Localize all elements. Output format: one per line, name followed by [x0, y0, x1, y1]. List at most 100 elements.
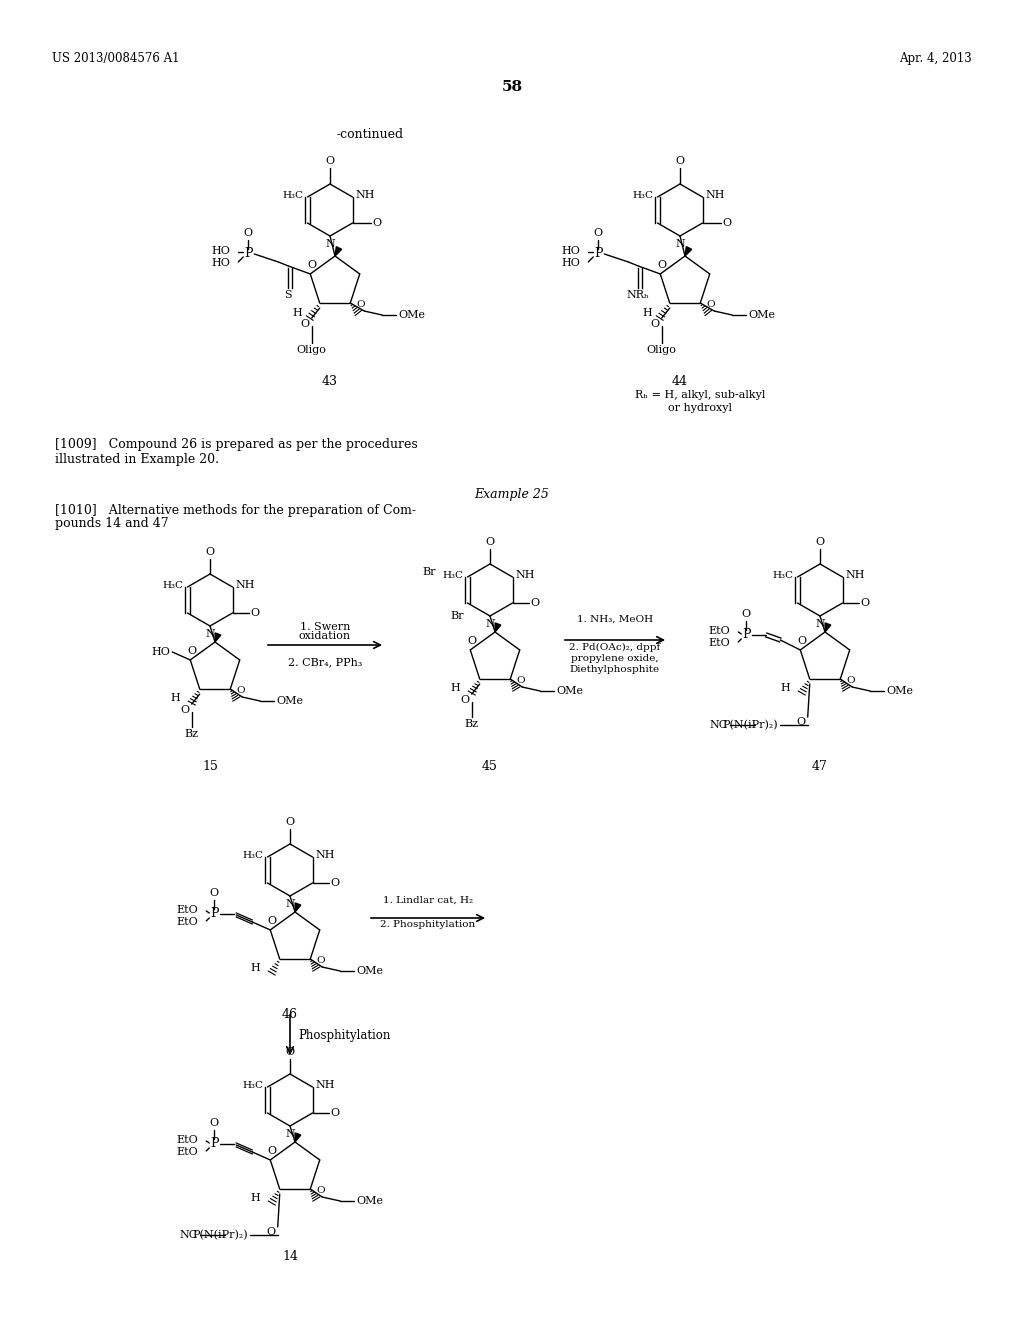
Polygon shape: [825, 623, 830, 632]
Text: O: O: [286, 1047, 295, 1057]
Text: O: O: [657, 260, 667, 271]
Text: P: P: [244, 247, 253, 260]
Text: Example 25: Example 25: [474, 488, 550, 502]
Text: O: O: [206, 546, 215, 557]
Polygon shape: [295, 903, 301, 912]
Text: O: O: [251, 609, 260, 618]
Text: OMe: OMe: [749, 310, 775, 319]
Text: EtO: EtO: [176, 917, 199, 927]
Polygon shape: [495, 623, 501, 632]
Text: OMe: OMe: [356, 966, 383, 975]
Text: O: O: [316, 956, 325, 965]
Text: or hydroxyl: or hydroxyl: [668, 403, 732, 413]
Text: O: O: [461, 696, 470, 705]
Text: P: P: [210, 907, 218, 920]
Text: OMe: OMe: [398, 310, 425, 319]
Text: NH: NH: [315, 850, 335, 861]
Text: NH: NH: [236, 579, 255, 590]
Text: 45: 45: [482, 760, 498, 774]
Text: 2. Phosphitylation: 2. Phosphitylation: [380, 920, 475, 929]
Text: O: O: [650, 319, 659, 329]
Text: O: O: [516, 676, 524, 685]
Text: O: O: [210, 888, 219, 898]
Text: propylene oxide,: propylene oxide,: [571, 653, 658, 663]
Text: HO: HO: [211, 257, 230, 268]
Text: 2. CBr₄, PPh₃: 2. CBr₄, PPh₃: [288, 657, 362, 667]
Text: 1. Swern: 1. Swern: [300, 622, 350, 632]
Text: H₃C: H₃C: [633, 190, 653, 199]
Text: Bz: Bz: [465, 719, 478, 729]
Text: oxidation: oxidation: [299, 631, 351, 642]
Text: O: O: [485, 537, 495, 546]
Text: O: O: [286, 817, 295, 828]
Text: N: N: [285, 899, 295, 909]
Text: EtO: EtO: [709, 626, 730, 636]
Text: O: O: [331, 1107, 340, 1118]
Text: NC: NC: [179, 1230, 198, 1239]
Text: O: O: [815, 537, 824, 546]
Text: Phosphitylation: Phosphitylation: [298, 1028, 390, 1041]
Text: O: O: [180, 705, 189, 715]
Text: H₃C: H₃C: [243, 850, 263, 859]
Text: NRₕ: NRₕ: [627, 290, 649, 300]
Text: O: O: [326, 156, 335, 166]
Text: HO: HO: [561, 246, 581, 256]
Text: O: O: [236, 686, 245, 696]
Text: HO: HO: [561, 257, 581, 268]
Text: O: O: [267, 916, 276, 927]
Text: EtO: EtO: [709, 638, 730, 648]
Text: P(N(iPr)₂): P(N(iPr)₂): [722, 719, 777, 730]
Text: O: O: [594, 228, 603, 238]
Polygon shape: [295, 1133, 301, 1142]
Text: pounds 14 and 47: pounds 14 and 47: [55, 517, 169, 531]
Text: O: O: [316, 1187, 325, 1195]
Text: 2. Pd(OAc)₂, dppf: 2. Pd(OAc)₂, dppf: [569, 643, 660, 652]
Text: H: H: [450, 682, 460, 693]
Text: Apr. 4, 2013: Apr. 4, 2013: [899, 51, 972, 65]
Text: P: P: [210, 1138, 218, 1151]
Text: EtO: EtO: [176, 1135, 199, 1144]
Text: O: O: [797, 717, 806, 727]
Text: P: P: [594, 247, 602, 260]
Text: H₃C: H₃C: [442, 570, 464, 579]
Text: Br: Br: [422, 568, 435, 577]
Text: 58: 58: [502, 81, 522, 94]
Text: NH: NH: [846, 570, 865, 579]
Text: O: O: [187, 645, 197, 656]
Text: O: O: [210, 1118, 219, 1129]
Text: O: O: [373, 218, 382, 228]
Text: O: O: [307, 260, 316, 271]
Text: N: N: [205, 630, 215, 639]
Text: OMe: OMe: [356, 1196, 383, 1206]
Text: O: O: [676, 156, 685, 166]
Text: O: O: [706, 300, 715, 309]
Text: 44: 44: [672, 375, 688, 388]
Text: H: H: [642, 308, 651, 318]
Text: N: N: [326, 239, 335, 249]
Text: H₃C: H₃C: [163, 581, 183, 590]
Text: 43: 43: [322, 375, 338, 388]
Text: NH: NH: [355, 190, 375, 201]
Text: H: H: [250, 964, 260, 973]
Text: NH: NH: [706, 190, 725, 201]
Text: Rₕ = H, alkyl, sub-alkyl: Rₕ = H, alkyl, sub-alkyl: [635, 389, 765, 400]
Text: O: O: [530, 598, 540, 609]
Polygon shape: [335, 247, 342, 256]
Text: HO: HO: [152, 647, 170, 657]
Text: H: H: [780, 682, 790, 693]
Text: 47: 47: [812, 760, 828, 774]
Text: -continued: -continued: [337, 128, 403, 141]
Text: EtO: EtO: [176, 906, 199, 915]
Text: Br: Br: [450, 611, 464, 620]
Text: 1. Lindlar cat, H₂: 1. Lindlar cat, H₂: [383, 896, 473, 906]
Text: Oligo: Oligo: [647, 345, 677, 355]
Text: H: H: [250, 1193, 260, 1203]
Text: P: P: [742, 628, 751, 642]
Text: [1009]   Compound 26 is prepared as per the procedures
illustrated in Example 20: [1009] Compound 26 is prepared as per th…: [55, 438, 418, 466]
Text: N: N: [815, 619, 825, 630]
Text: O: O: [356, 300, 365, 309]
Text: O: O: [723, 218, 731, 228]
Text: O: O: [741, 609, 751, 619]
Text: O: O: [798, 636, 807, 645]
Text: OMe: OMe: [276, 696, 303, 706]
